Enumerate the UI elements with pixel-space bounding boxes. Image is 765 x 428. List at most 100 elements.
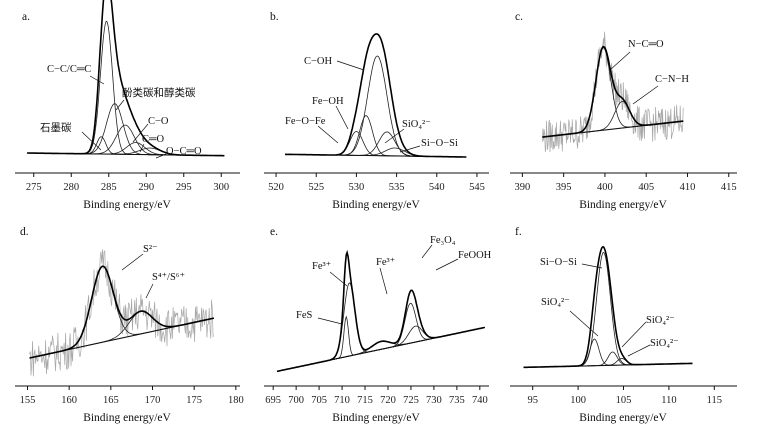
spectrum-c [542, 31, 684, 153]
x-tick-label: 295 [176, 182, 192, 193]
leader-line [421, 244, 433, 259]
x-tick-label: 300 [213, 182, 229, 193]
leader-line [145, 283, 154, 299]
x-tick-label: 710 [334, 395, 350, 406]
panel-c: c. 390 395 400 405 410 415 Binding energy/eV … [510, 11, 737, 211]
spectrum-f [523, 245, 693, 369]
x-tick-label: 705 [311, 395, 327, 406]
peak-label-fe3-satellite: Fe³⁺ [376, 257, 395, 268]
x-tick-label: 170 [145, 395, 161, 406]
panel-label-d: d. [20, 226, 29, 238]
x-ticks-d: 155 160 165 170 175 180 [20, 386, 244, 406]
x-tick-label: 105 [616, 395, 632, 406]
leader-line [335, 105, 349, 130]
peak-label-c-double-o: C═O [142, 134, 164, 145]
x-tick-label: 540 [429, 182, 445, 193]
leader-line [627, 344, 651, 357]
peak-label-c-o: C−O [148, 116, 169, 127]
fit-envelope [29, 265, 215, 359]
spectrum-e [276, 249, 485, 373]
peak-label-fe3-left: Fe³⁺ [312, 261, 331, 272]
panel-label-e: e. [270, 226, 278, 238]
x-tick-label: 405 [638, 182, 654, 193]
spectrum-b [284, 33, 467, 158]
x-tick-label: 715 [357, 395, 373, 406]
x-tick-label: 700 [288, 395, 304, 406]
leader-line [139, 143, 145, 153]
leader-line [569, 310, 599, 337]
fit-envelope [284, 33, 467, 158]
peak-component [276, 282, 485, 372]
x-axis-label-d: Binding energy/eV [83, 412, 171, 424]
x-ticks-f: 95 100 105 110 115 [527, 386, 722, 406]
peak-label-phenolic-carbon: 酚类碳和醇类碳 [122, 86, 196, 99]
leader-line [336, 60, 365, 71]
x-tick-label: 115 [707, 395, 722, 406]
x-tick-label: 100 [570, 395, 586, 406]
x-tick-label: 740 [472, 395, 488, 406]
x-tick-label: 520 [268, 182, 284, 193]
leader-line [317, 317, 343, 325]
peak-label-fes: FeS [296, 310, 313, 321]
raw-spectrum [542, 31, 684, 153]
panel-d: d. 155 160 165 170 175 180 Binding energy/eV … [15, 226, 244, 424]
panel-label-b: b. [270, 11, 279, 23]
leader-line [581, 263, 603, 269]
x-tick-label: 415 [721, 182, 737, 193]
peak-component [276, 315, 485, 372]
spectrum-a [26, 0, 225, 157]
x-tick-label: 695 [265, 395, 281, 406]
peak-label-si-o-si: Si−O−Si [540, 257, 577, 268]
x-ticks-b: 520 525 530 535 540 545 [268, 173, 485, 193]
leader-line [115, 99, 125, 111]
x-tick-label: 730 [426, 395, 442, 406]
peak-label-graphite-carbon: 石墨碳 [40, 121, 72, 134]
peak-label-sio4-right: SiO₄²⁻ [650, 338, 679, 349]
x-tick-label: 290 [138, 182, 154, 193]
peak-label-c-n-h: C−N−H [655, 74, 689, 85]
x-tick-label: 735 [449, 395, 465, 406]
peak-label-feooh: FeOOH [458, 250, 492, 261]
peak-label-n-c-o: N−C═O [628, 39, 664, 50]
x-tick-label: 160 [61, 395, 77, 406]
x-tick-label: 180 [228, 395, 244, 406]
leader-line [609, 51, 631, 71]
peak-label-sio4-mid: SiO₄²⁻ [646, 315, 675, 326]
x-tick-label: 535 [389, 182, 405, 193]
panel-a: a. 275 280 285 290 295 300 Binding energy/eV … [15, 0, 240, 211]
peak-label-s2: S²⁻ [143, 244, 158, 255]
x-tick-label: 410 [680, 182, 696, 193]
panel-b: b. 520 525 530 535 540 545 Binding energy/eV … [264, 11, 489, 211]
x-tick-label: 165 [103, 395, 119, 406]
x-tick-label: 275 [26, 182, 42, 193]
peak-label-c-c: C−C/C═C [47, 64, 91, 75]
x-tick-label: 155 [20, 395, 36, 406]
peak-label-s4-s6: S⁴⁺/S⁶⁺ [152, 272, 185, 283]
x-tick-label: 390 [515, 182, 531, 193]
peak-label-fe3o4: Fe₃O₄ [430, 235, 456, 246]
x-tick-label: 395 [556, 182, 572, 193]
peak-label-fe-o-fe: Fe−O−Fe [285, 116, 326, 127]
panel-label-a: a. [22, 11, 30, 23]
panel-f: f. 95 100 105 110 115 Binding energy/eV Si−O… [510, 226, 737, 424]
panel-label-f: f. [515, 226, 522, 238]
leader-line [132, 123, 149, 143]
x-tick-label: 110 [661, 395, 676, 406]
spectrum-d [29, 249, 215, 377]
leader-line [435, 258, 459, 271]
fit-envelope [27, 0, 225, 157]
x-tick-label: 95 [527, 395, 538, 406]
leader-line [81, 131, 102, 151]
leader-line [384, 128, 405, 144]
x-tick-label: 530 [349, 182, 365, 193]
x-ticks-e: 695 700 705 710 715 720 725 730 735 740 [265, 386, 488, 406]
x-tick-label: 525 [308, 182, 324, 193]
x-tick-label: 400 [597, 182, 613, 193]
x-tick-label: 175 [186, 395, 202, 406]
peak-label-fe-oh: Fe−OH [312, 96, 344, 107]
leader-line [621, 321, 647, 348]
x-ticks-a: 275 280 285 290 295 300 [26, 173, 229, 193]
leader-line [632, 85, 659, 105]
peak-label-sio4-left: SiO₄²⁻ [541, 297, 570, 308]
